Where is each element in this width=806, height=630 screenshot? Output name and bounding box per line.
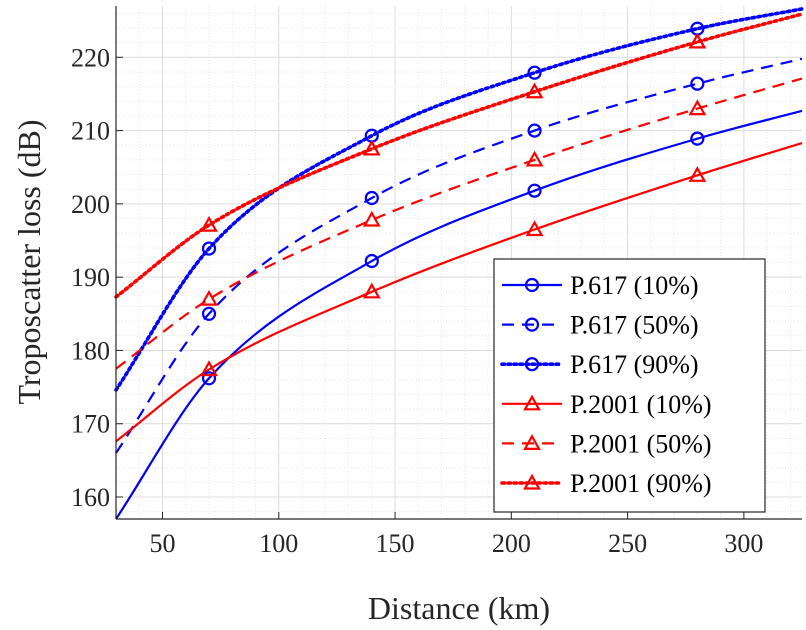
data-point-marker — [362, 139, 381, 156]
data-point-marker — [525, 82, 544, 99]
legend-entry-label: P.2001 (10%) — [570, 390, 712, 419]
y-tick-label: 170 — [71, 410, 110, 439]
legend-entry-label: P.2001 (50%) — [570, 429, 712, 458]
data-point-marker — [525, 150, 544, 167]
series-lines — [114, 7, 804, 520]
legend-entry-label: P.2001 (90%) — [570, 469, 712, 498]
legend-marker — [524, 277, 540, 293]
data-point-marker — [201, 241, 217, 256]
data-point-marker — [200, 215, 218, 232]
legend-entry-label: P.617 (10%) — [570, 271, 699, 300]
data-point-marker — [688, 99, 707, 116]
tick-labels: 50 100 150 200 250 300 160 170 180 190 200 210 220 — [71, 43, 763, 558]
legend-box — [493, 258, 766, 513]
legend-marker — [524, 357, 540, 372]
grid-lines — [116, 6, 802, 519]
x-tick-label: 300 — [724, 529, 763, 558]
data-point-marker — [525, 220, 544, 237]
series-line-5 — [115, 77, 803, 370]
x-tick-label: 250 — [608, 529, 647, 558]
y-tick-label: 210 — [71, 117, 110, 146]
legend-marker — [523, 473, 541, 490]
legend-marker — [523, 434, 541, 450]
y-tick-label: 200 — [71, 190, 110, 219]
series-line-3 — [114, 7, 804, 392]
legend-marker — [523, 394, 541, 411]
x-tick-label: 200 — [492, 529, 531, 558]
series-line-1 — [115, 109, 803, 520]
data-point-marker — [690, 76, 705, 91]
legend-entry-label: P.617 (90%) — [570, 350, 699, 379]
data-point-marker — [200, 289, 218, 306]
data-point-marker — [364, 190, 379, 206]
data-point-marker — [201, 306, 217, 321]
legend-marker — [524, 317, 540, 332]
y-tick-label: 190 — [71, 263, 110, 292]
axes — [115, 6, 802, 520]
data-point-marker — [688, 166, 707, 182]
data-point-marker — [688, 32, 707, 49]
series-markers — [200, 21, 707, 386]
x-tick-label: 150 — [376, 529, 415, 558]
x-tick-label: 100 — [259, 529, 298, 558]
series-line-6 — [114, 12, 804, 299]
data-point-marker — [362, 282, 381, 299]
legend: P.617 (10%) P.617 (50%) P.617 (90%) P.2001 … — [493, 258, 766, 513]
data-point-marker — [201, 371, 217, 386]
data-point-marker — [527, 183, 542, 198]
y-tick-label: 160 — [71, 483, 110, 512]
data-point-marker — [527, 123, 542, 138]
x-tick-label: 50 — [150, 529, 176, 558]
data-point-marker — [527, 65, 542, 80]
data-point-marker — [200, 360, 218, 377]
y-axis-label: Troposcatter loss (dB) — [11, 119, 47, 404]
data-point-marker — [690, 131, 705, 146]
series-line-4 — [115, 141, 803, 443]
y-tick-label: 180 — [71, 336, 110, 365]
legend-entry-label: P.617 (50%) — [570, 311, 699, 340]
x-axis-label: Distance (km) — [368, 590, 550, 626]
data-point-marker — [362, 210, 381, 227]
data-point-marker — [364, 253, 379, 269]
y-tick-label: 220 — [71, 43, 110, 72]
